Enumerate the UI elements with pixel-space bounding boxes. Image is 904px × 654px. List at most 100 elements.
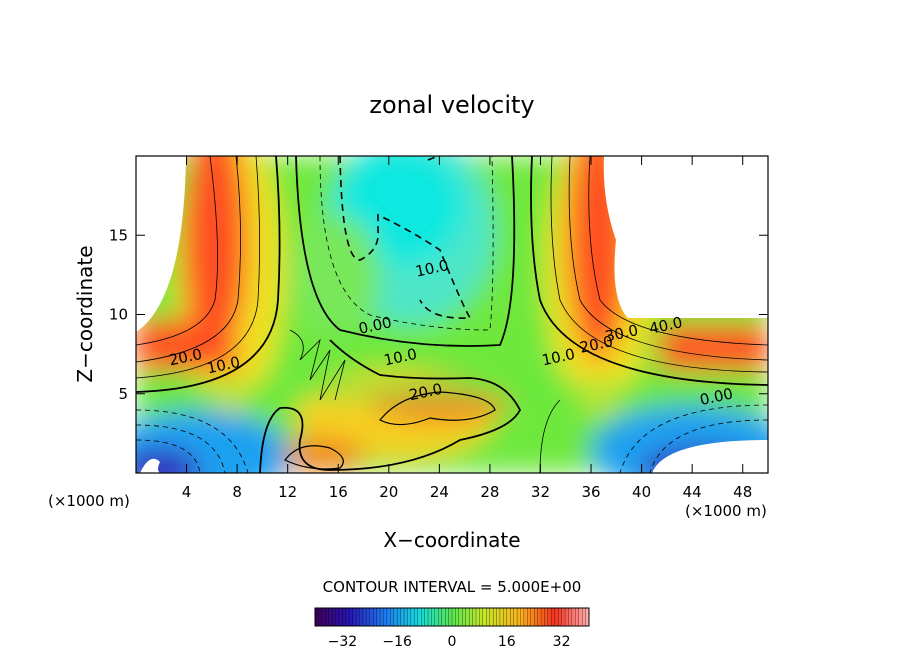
- colorbar-cell: [328, 607, 333, 627]
- colorbar-cell: [417, 607, 422, 627]
- x-tick-label: 48: [733, 483, 752, 501]
- colorbar-cell: [458, 607, 463, 627]
- contour-line: [284, 445, 344, 470]
- colorbar-cell: [414, 607, 419, 627]
- colorbar-cell: [331, 607, 336, 627]
- colorbar-cell: [554, 607, 559, 627]
- contour-line: [539, 399, 561, 473]
- colorbar-cell: [516, 607, 521, 627]
- colorbar-cell: [355, 607, 360, 627]
- colorbar: −32 −16 0 16 32: [314, 607, 590, 650]
- colorbar-cell: [349, 607, 354, 627]
- colorbar-tick-label: −16: [382, 634, 412, 650]
- colorbar-cell: [383, 607, 388, 627]
- x-tick-label: 12: [278, 483, 297, 501]
- contour-line: [259, 339, 522, 473]
- colorbar-cell: [390, 607, 395, 627]
- contour-line: [568, 156, 768, 361]
- contour-line: [136, 156, 281, 393]
- colorbar-cell: [438, 607, 443, 627]
- colorbar-cell: [441, 607, 446, 627]
- colorbar-cell: [321, 607, 326, 627]
- colorbar-cell: [342, 607, 347, 627]
- colorbar-cell: [434, 607, 439, 627]
- white-region-bottom-left: [140, 458, 160, 473]
- colorbar-cell: [472, 607, 477, 627]
- contour-line: [136, 156, 241, 363]
- colorbar-cell: [338, 607, 343, 627]
- colorbar-cell: [571, 607, 576, 627]
- contour-line: [619, 404, 768, 473]
- colorbar-cell: [397, 607, 402, 627]
- x-tick-label: 28: [480, 483, 499, 501]
- x-tick-label: 32: [531, 483, 550, 501]
- colorbar-cell: [530, 607, 535, 627]
- colorbar-cell: [465, 607, 470, 627]
- colorbar-cell: [366, 607, 371, 627]
- colorbar-cell: [335, 607, 340, 627]
- colorbar-cell: [431, 607, 436, 627]
- colorbar-cell: [513, 607, 518, 627]
- colorbar-cell: [424, 607, 429, 627]
- contour-line: [289, 329, 346, 401]
- x-tick-label: 44: [683, 483, 702, 501]
- colorbar-cell: [386, 607, 391, 627]
- colorbar-cell: [520, 607, 525, 627]
- colorbar-cell: [444, 607, 450, 627]
- x-tick-label: 16: [329, 483, 348, 501]
- white-region-right: [603, 156, 768, 318]
- x-tick-label: 36: [581, 483, 600, 501]
- colorbar-cell: [451, 607, 456, 627]
- colorbar-cell: [499, 607, 504, 627]
- y-tick-label: 5: [118, 385, 128, 403]
- contour-line: [136, 156, 260, 379]
- x-tick-label: 4: [182, 483, 192, 501]
- colorbar-cell: [468, 607, 473, 627]
- white-region-bottom-right: [652, 440, 768, 473]
- colorbar-cell: [568, 607, 573, 627]
- x-unit-label: (×1000 m): [48, 492, 130, 510]
- colorbar-cell: [510, 607, 515, 627]
- colorbar-cell: [523, 607, 528, 627]
- colorbar-cell: [544, 607, 549, 627]
- contour-line: [550, 156, 768, 373]
- y-axis-label: Z−coordinate: [73, 245, 97, 382]
- contour-line: [379, 391, 496, 426]
- colorbar-cell: [362, 607, 367, 627]
- colorbar-cell: [393, 607, 398, 627]
- contour-line: [649, 419, 768, 473]
- colorbar-cell: [407, 607, 412, 627]
- colorbar-cell: [537, 607, 542, 627]
- colorbar-cell: [561, 607, 566, 627]
- colorbar-cell: [369, 607, 374, 627]
- contour-line: [588, 156, 768, 346]
- y-tick-label: 10: [109, 306, 128, 324]
- contour-line: [136, 409, 249, 473]
- colorbar-cell: [462, 607, 467, 627]
- x-tick-label: 8: [232, 483, 242, 501]
- contour-interval-text: CONTOUR INTERVAL = 5.000E+00: [323, 578, 582, 596]
- colorbar-cell: [527, 607, 532, 627]
- colorbar-cell: [345, 607, 350, 627]
- contour-line: [339, 156, 472, 319]
- z-unit-label: (×1000 m): [685, 502, 767, 520]
- colorbar-cell: [578, 607, 583, 627]
- colorbar-cell: [489, 607, 494, 627]
- colorbar-cell: [314, 607, 319, 627]
- contour-line: [136, 439, 201, 473]
- colorbar-cell: [373, 607, 378, 627]
- colorbar-cell: [479, 607, 484, 627]
- colorbar-cell: [496, 607, 501, 627]
- velocity-field: [136, 156, 768, 473]
- colorbar-tick-label: −32: [328, 634, 358, 650]
- contour-line: [319, 156, 494, 331]
- colorbar-cell: [455, 607, 460, 627]
- x-axis-label: X−coordinate: [383, 528, 520, 552]
- white-region-left: [136, 156, 186, 332]
- colorbar-cell: [582, 607, 587, 627]
- colorbar-cell: [558, 607, 563, 627]
- colorbar-tick-label: 0: [448, 634, 457, 650]
- colorbar-cell: [475, 607, 480, 627]
